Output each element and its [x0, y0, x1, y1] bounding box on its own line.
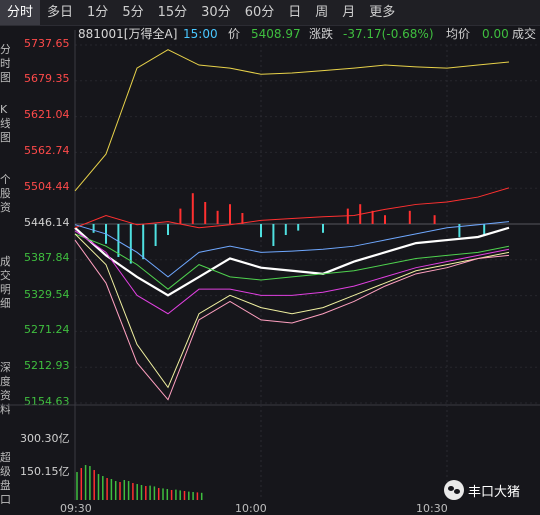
menu-kline[interactable]: K线图	[0, 103, 10, 144]
time-tick: 10:00	[235, 502, 267, 515]
price-tick: 5387.84	[24, 251, 70, 264]
series-line-1	[74, 49, 510, 192]
avg-price-label: 均价	[446, 27, 471, 41]
series-line-7	[74, 239, 510, 401]
quote-time: 15:00	[183, 27, 218, 41]
price-tick: 5679.35	[24, 72, 70, 85]
time-tick: 09:30	[60, 502, 92, 515]
series-line-4	[74, 230, 510, 315]
tab-4[interactable]: 15分	[157, 5, 188, 20]
volume-label: 成交	[512, 27, 537, 41]
price-tick: 5737.65	[24, 37, 70, 50]
price-label: 价	[228, 27, 241, 41]
series-line-5	[74, 221, 510, 278]
menu-super-orderbook[interactable]: 超级盘口	[0, 451, 10, 506]
price-value: 5408.97	[251, 27, 301, 41]
menu-trade-details[interactable]: 成交明细	[0, 255, 10, 310]
quote-info-bar: 881001[万得全A] 15:00 价 5408.97 涨跌 -37.17(-…	[0, 25, 540, 43]
series-line-0	[74, 226, 510, 297]
volume-tick: 300.30亿	[20, 432, 70, 445]
tab-9[interactable]: 月	[342, 5, 356, 20]
time-tick: 10:30	[416, 502, 448, 515]
tab-5[interactable]: 30分	[201, 5, 231, 20]
volume-tick: 150.15亿	[20, 465, 70, 478]
change-label: 涨跌	[309, 27, 334, 41]
tab-0[interactable]: 分时	[0, 0, 41, 25]
price-tick: 5212.93	[24, 359, 70, 372]
change-value: -37.17(-0.68%)	[343, 27, 434, 41]
left-vertical-menu: 分时图 K线图 个股资讯 成交明细 深度资料 超级盘口	[0, 43, 10, 515]
price-tick: 5329.54	[24, 288, 70, 301]
menu-news[interactable]: 个股资讯	[0, 173, 10, 214]
series-line-2	[74, 187, 510, 229]
series-line-3	[74, 233, 510, 290]
watermark: 丰口大猪	[444, 478, 520, 502]
price-tick: 5446.14	[24, 216, 70, 229]
tab-7[interactable]: 日	[288, 5, 302, 20]
tab-10[interactable]: 更多	[369, 5, 396, 20]
tab-6[interactable]: 60分	[244, 5, 275, 20]
price-tick: 5621.04	[24, 108, 70, 121]
avg-price-value: 0.00	[482, 27, 509, 41]
tab-2[interactable]: 1分	[87, 5, 109, 20]
period-tabs: 分时 多日 1分 5分 15分 30分 60分日周月更多	[0, 0, 540, 26]
tab-8[interactable]: 周	[315, 5, 329, 20]
watermark-text: 丰口大猪	[468, 484, 521, 500]
price-tick: 5504.44	[24, 180, 70, 193]
price-tick: 5271.24	[24, 323, 70, 336]
tab-3[interactable]: 5分	[122, 5, 144, 20]
menu-deep-data[interactable]: 深度资料	[0, 361, 10, 416]
series-line-6	[74, 233, 510, 389]
index-code-name: 881001[万得全A]	[78, 27, 178, 41]
tab-1[interactable]: 多日	[47, 5, 74, 20]
menu-intraday[interactable]: 分时图	[0, 43, 10, 84]
wechat-icon	[444, 480, 464, 500]
price-tick: 5562.74	[24, 144, 70, 157]
